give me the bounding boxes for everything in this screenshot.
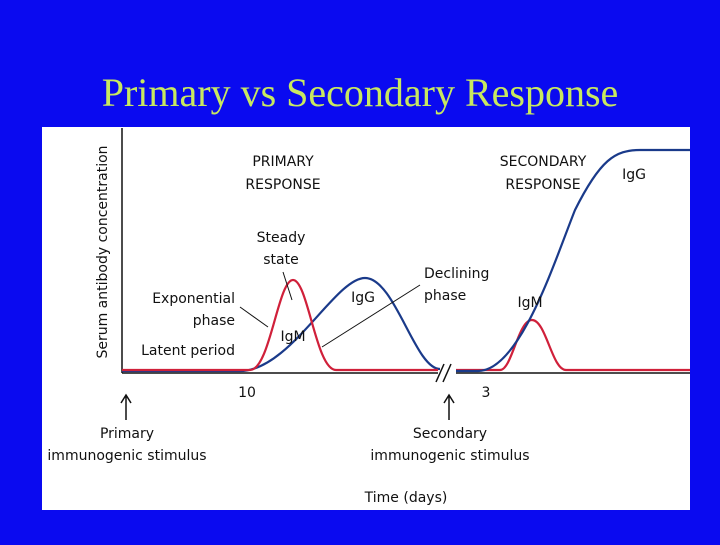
annotation: phase xyxy=(424,288,466,304)
curve-label: IgM xyxy=(517,295,542,311)
section-label: PRIMARY xyxy=(252,154,314,170)
annotation: Declining xyxy=(424,266,489,282)
pointer xyxy=(321,284,421,348)
primary-igg-curve xyxy=(122,276,441,373)
stimulus-arrows xyxy=(120,393,455,420)
arrow xyxy=(443,393,455,420)
pointers xyxy=(239,271,421,348)
x-tick-label: 10 xyxy=(238,385,256,401)
curve-label: IgG xyxy=(351,290,375,306)
arrow xyxy=(120,393,132,420)
axis-break xyxy=(442,363,452,383)
stimulus-label: Secondary xyxy=(413,426,487,442)
curve-label: IgM xyxy=(280,329,305,345)
x-tick-label: 3 xyxy=(482,385,491,401)
section-label: RESPONSE xyxy=(245,177,320,193)
annotation: Exponential xyxy=(152,291,235,307)
curves xyxy=(122,148,690,373)
annotation: Latent period xyxy=(141,343,235,359)
figure-panel xyxy=(42,127,690,510)
pointer xyxy=(239,306,269,328)
stimulus-label: immunogenic stimulus xyxy=(47,448,206,464)
secondary-igg-curve xyxy=(456,148,690,373)
y-axis-label: Serum antibody concentration xyxy=(95,145,111,358)
section-label: RESPONSE xyxy=(505,177,580,193)
section-label: SECONDARY xyxy=(500,154,587,170)
annotation: Steady xyxy=(257,230,306,246)
annotation: state xyxy=(263,252,298,268)
secondary-igm-curve xyxy=(456,318,690,372)
axes xyxy=(121,128,690,383)
stimulus-label: Primary xyxy=(100,426,154,442)
pointer xyxy=(282,271,293,301)
annotation: phase xyxy=(193,313,235,329)
axis-break xyxy=(435,363,445,383)
stimulus-label: immunogenic stimulus xyxy=(370,448,529,464)
x-axis-label: Time (days) xyxy=(364,490,448,506)
curve-label: IgG xyxy=(622,167,646,183)
primary-igm-curve xyxy=(122,278,438,372)
slide-title: Primary vs Secondary Response xyxy=(102,70,619,115)
